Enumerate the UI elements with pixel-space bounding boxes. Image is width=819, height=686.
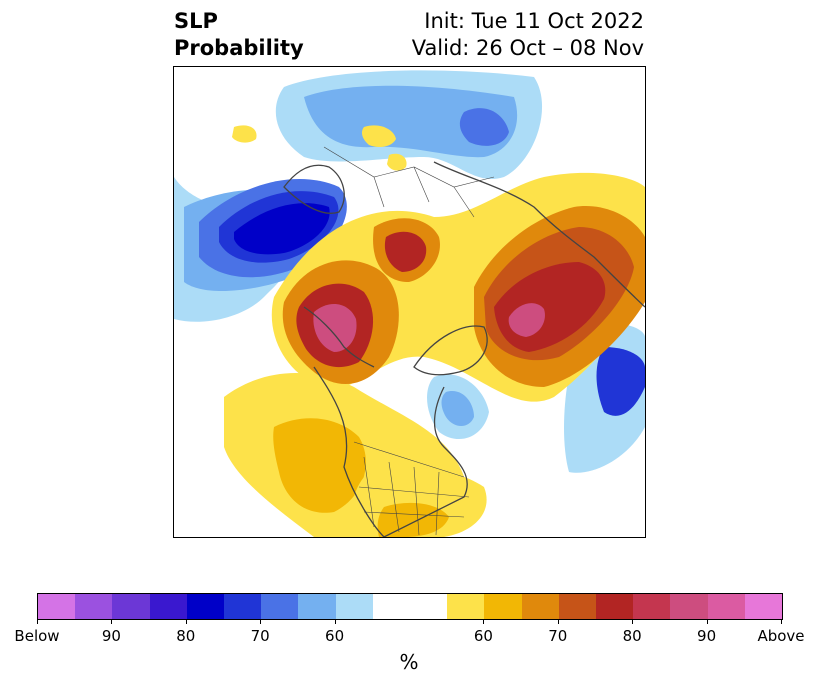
title-line-2: Probability: [174, 36, 304, 60]
above-region-alaska-core: [313, 303, 357, 352]
colorbar-tick-label: 60: [473, 627, 493, 645]
borders: [323, 146, 495, 536]
border-us-canada: [353, 441, 465, 478]
above-normal-shading: [224, 125, 645, 537]
colorbar-tick-mark: [632, 619, 634, 624]
colorbar-segment: [707, 594, 745, 619]
colorbar-segment: [186, 594, 225, 619]
colorbar-segment: [744, 594, 783, 619]
coastline-north-america: [313, 366, 468, 537]
border-us-states-1: [363, 456, 440, 536]
colorbar-tick-mark: [111, 619, 113, 624]
colorbar-tick-label: 90: [697, 627, 717, 645]
below-region-europe-core: [234, 203, 330, 255]
above-region-small-arctic: [387, 153, 407, 171]
colorbar-tick-mark: [260, 619, 262, 624]
colorbar-tick-mark: [185, 619, 187, 624]
coastline-greenland: [413, 325, 488, 376]
coastline-asia: [433, 161, 645, 308]
map-panel: [173, 66, 646, 538]
date-info: Init: Tue 11 Oct 2022 Valid: 26 Oct – 08…: [412, 8, 644, 62]
colorbar-segment: [372, 594, 448, 619]
below-region-siberia-inner: [304, 85, 518, 158]
colorbar-tick-label: 90: [101, 627, 121, 645]
border-us-states-2: [358, 486, 470, 518]
above-region-canadian-arctic-core: [384, 231, 427, 272]
colorbar-segment: [633, 594, 671, 619]
above-region-west-north-america-core: [273, 418, 366, 513]
colorbar-tick-mark: [334, 619, 336, 624]
above-region-east-siberia-pink: [508, 303, 545, 337]
valid-range: Valid: 26 Oct – 08 Nov: [411, 36, 644, 60]
coastline-alaska: [303, 306, 375, 368]
colorbar-tick-mark: [706, 619, 708, 624]
probability-map: [174, 70, 645, 537]
colorbar-tick-mark: [557, 619, 559, 624]
below-region-siberia-core: [459, 108, 509, 146]
colorbar-tick-label: 80: [176, 627, 196, 645]
colorbar-tick-label: Below: [14, 627, 60, 645]
colorbar-segment: [596, 594, 634, 619]
below-region-east-pacific-core: [596, 347, 645, 416]
colorbar-segment: [521, 594, 559, 619]
colorbar-segment: [149, 594, 187, 619]
colorbar-segment: [112, 594, 150, 619]
above-region-greenland: [361, 125, 396, 147]
coastline-europe: [283, 164, 345, 214]
colorbar-tick-label: Above: [757, 627, 805, 645]
init-date: Init: Tue 11 Oct 2022: [424, 9, 644, 33]
colorbar-tick-label: 70: [548, 627, 568, 645]
colorbar-segment: [261, 594, 299, 619]
title-line-1: SLP: [174, 9, 218, 33]
colorbar-segment: [224, 594, 262, 619]
colorbar-tick-label: 60: [325, 627, 345, 645]
colorbar-segment: [75, 594, 113, 619]
colorbar: [37, 593, 783, 620]
colorbar-unit-label: %: [399, 650, 419, 674]
above-region-atlantic-east: [232, 125, 257, 143]
border-eurasia-2: [373, 166, 475, 218]
colorbar-segment: [447, 594, 485, 619]
colorbar-segment: [38, 594, 76, 619]
colorbar-segment: [335, 594, 373, 619]
above-region-east-us-core: [377, 502, 449, 537]
colorbar-tick-mark: [483, 619, 485, 624]
below-region-hudson-core: [441, 391, 474, 426]
coastlines: [283, 161, 645, 537]
colorbar-segment: [298, 594, 336, 619]
colorbar-tick-mark: [37, 619, 38, 624]
colorbar-tick-mark: [781, 619, 782, 624]
colorbar-tick-label: 70: [250, 627, 270, 645]
colorbar-tick-label: 80: [622, 627, 642, 645]
colorbar-segment: [484, 594, 522, 619]
colorbar-segment: [670, 594, 708, 619]
colorbar-segment: [558, 594, 597, 619]
chart-title: SLP Probability: [174, 8, 304, 62]
